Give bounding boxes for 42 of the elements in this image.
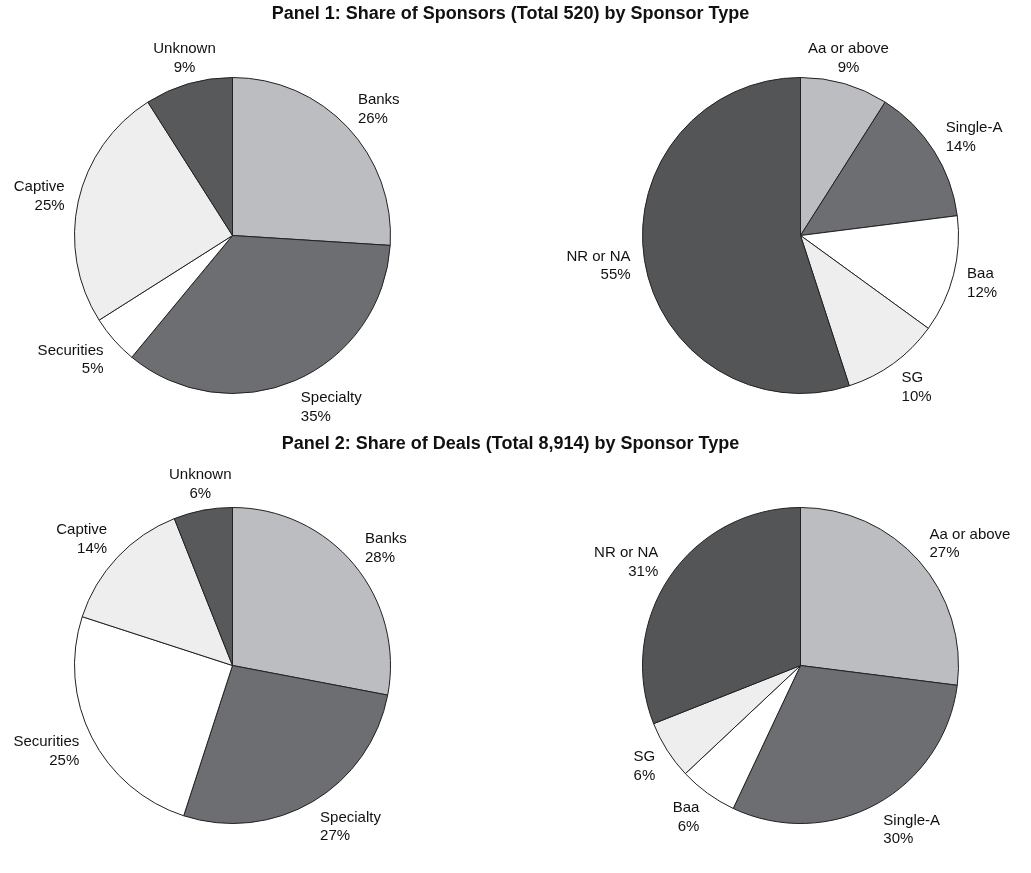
- data-label: 6%: [677, 816, 700, 834]
- slice-label: Banks: [365, 529, 407, 547]
- data-label: 6%: [633, 766, 656, 784]
- slice-label: Unknown: [169, 464, 232, 482]
- slice-label: Baa: [672, 798, 701, 816]
- slice-label: Securities: [13, 732, 80, 750]
- slice-label: NR or NA: [594, 543, 659, 561]
- data-label: 31%: [628, 561, 659, 579]
- data-label: 27%: [320, 826, 351, 844]
- slice-label: Single-A: [883, 810, 941, 828]
- data-label: 28%: [365, 547, 396, 565]
- data-label: 12%: [967, 282, 998, 300]
- data-label: 55%: [600, 265, 631, 283]
- data-label: 5%: [81, 359, 104, 377]
- slice-label: Single-A: [945, 117, 1003, 135]
- data-label: 35%: [300, 407, 331, 425]
- data-label: 10%: [901, 386, 932, 404]
- slice-label: Aa or above: [808, 39, 889, 57]
- slice-label: Captive: [13, 177, 65, 195]
- data-label: 6%: [189, 483, 212, 501]
- slice-label: Baa: [967, 263, 995, 281]
- slice-label: Captive: [56, 520, 108, 538]
- slice-label: Specialty: [300, 388, 363, 406]
- data-label: 26%: [357, 109, 388, 127]
- text: Panel 2: Share of Deals (Total 8,914) by Sponsor Type: [281, 432, 740, 453]
- data-label: 14%: [77, 539, 108, 557]
- slice-label: Unknown: [153, 39, 216, 57]
- data-label: 14%: [945, 136, 976, 154]
- data-label: 9%: [837, 57, 860, 75]
- slice-label: Banks: [357, 90, 400, 108]
- slice-label: SG: [901, 368, 924, 386]
- data-label: 27%: [929, 543, 960, 561]
- data-label: 9%: [173, 57, 196, 75]
- text: Panel 1: Share of Sponsors (Total 520) by Sponsor Type: [271, 2, 750, 23]
- data-label: 25%: [49, 750, 80, 768]
- data-label: 30%: [883, 829, 914, 847]
- slice-label: Aa or above: [929, 524, 1011, 542]
- slice-label: Specialty: [320, 807, 382, 825]
- slice-label: SG: [633, 747, 656, 765]
- slice-label: NR or NA: [566, 246, 631, 264]
- data-label: 25%: [34, 195, 65, 213]
- slice-label: Securities: [37, 340, 104, 358]
